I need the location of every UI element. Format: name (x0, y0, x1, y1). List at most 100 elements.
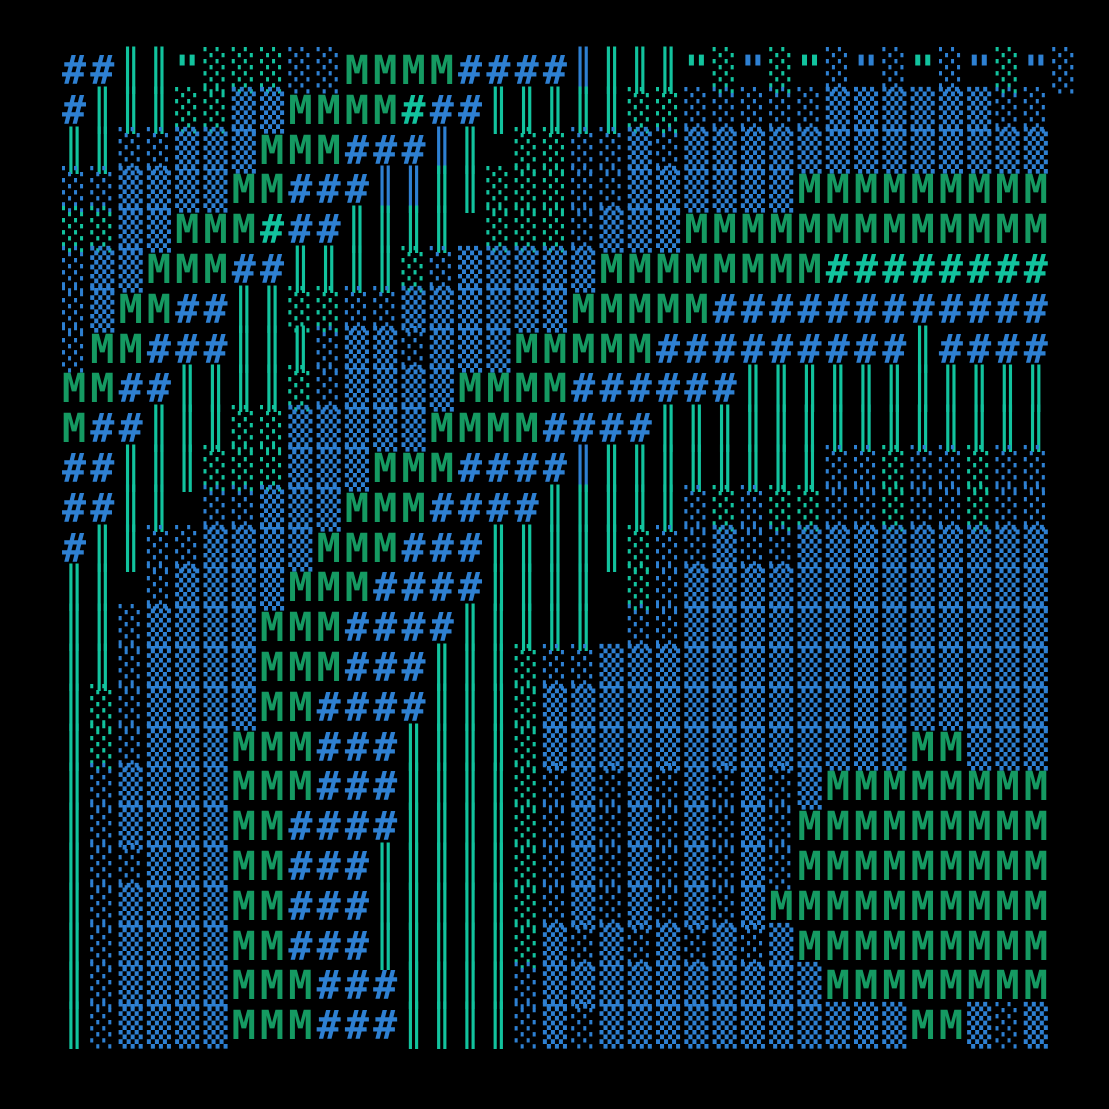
art-run-l: ░░ (203, 485, 261, 532)
art-run-l: ░ (62, 286, 91, 333)
art-run-h: ## (62, 48, 119, 94)
art-run-b: ║║║║║ (542, 485, 685, 532)
art-run-d: ▒ (740, 804, 770, 851)
art-run-d: ▒ (571, 843, 600, 890)
art-row: ║░▒▒▒▒MMM###║║║║░░▒░▒░▒░▒░▒MMMMMMMM (62, 767, 1080, 808)
art-run-l: ░ (967, 485, 996, 532)
art-run-d: ▒▒▒▒▒▒▒▒▒▒▒ (599, 1003, 911, 1050)
art-run-l: ░░ (571, 167, 628, 214)
art-run-l: ░ (514, 724, 543, 771)
art-run-l: ░░ (740, 525, 798, 572)
art-run-b: ║║║ (599, 48, 685, 94)
art-run-m: MMMMM (571, 286, 713, 333)
art-row: MM##║║║║░░▒▒▒▒MMMM######║║║║║║║║║║║ (62, 369, 1080, 410)
art-run-d: ▒▒▒ (967, 724, 1053, 771)
art-run-l: ░ (514, 804, 543, 851)
art-run-d: ▒▒▒▒ (118, 963, 232, 1010)
art-run-m: MMMM (458, 366, 572, 413)
art-run-q: " (797, 48, 826, 94)
art-run-l: ░░ (146, 525, 204, 572)
art-run-m: MMM (260, 644, 345, 691)
art-run-m: MMM (260, 127, 345, 174)
art-run-d: ▒ (797, 764, 826, 811)
art-run-l: ░░ (288, 48, 345, 94)
art-run-h: ### (288, 883, 374, 930)
art-run-d: ▒ (542, 1003, 572, 1050)
art-run-l: ░ (62, 246, 91, 293)
art-run-m: MMM (373, 445, 459, 492)
art-run-l: ░░ (769, 485, 826, 532)
art-run-b: ║║ (429, 167, 487, 214)
art-run-l: ░ (514, 923, 543, 970)
art-run-b: ║║║║ (401, 963, 515, 1010)
art-run-l: ░ (769, 764, 798, 811)
art-run-l: ░░░ (203, 445, 289, 492)
art-run-d: ▒▒▒▒ (175, 565, 289, 612)
art-run-m: MMMM (288, 87, 402, 134)
art-run-d: ▒ (769, 923, 798, 970)
art-run-b: ║ (910, 326, 939, 373)
art-run-d: ▒ (684, 843, 713, 890)
art-run-d: ▒▒▒▒▒▒▒▒▒▒▒▒▒ (684, 565, 1053, 612)
art-run-d: ▒▒▒ (175, 127, 261, 174)
art-run-h: ### (146, 326, 232, 373)
art-run-d: ▒ (684, 764, 713, 811)
art-run-d: ▒▒▒▒▒▒▒▒▒▒▒▒▒▒▒▒ (599, 644, 1052, 691)
art-run-b: ║║║ (429, 684, 515, 731)
art-run-l: ░ (882, 485, 911, 532)
art-run-l: ░ (967, 445, 996, 492)
art-row: ║░░▒▒▒MM###║║║║║░░▒░▒░▒░▒░MMMMMMMMM (62, 847, 1080, 888)
art-run-l: ░ (118, 684, 147, 731)
art-run-d: ▒ (740, 883, 770, 930)
art-row: ░░▒▒MMM###║║║║ ░░░░▒▒▒MMMMMMMMMMMMM (62, 210, 1080, 251)
art-run-d: ▒▒ (344, 326, 402, 373)
art-run-h: ## (231, 246, 289, 293)
art-run-b: ║║║║ (401, 804, 515, 851)
art-run-l: ░░ (910, 485, 968, 532)
art-run-b: ║ (458, 127, 487, 174)
art-run-m: MMMM (429, 406, 543, 453)
art-run-b: ║║║║ (288, 246, 402, 293)
art-run-d: ▒ (627, 127, 657, 174)
art-run-d: ▒ (627, 843, 657, 890)
art-row: ║║░▒▒▒▒MMM####║║║║║ ░░▒▒▒▒▒▒▒▒▒▒▒▒▒ (62, 608, 1080, 649)
art-run-l: ░ (740, 485, 770, 532)
art-run-l: ░░ (514, 127, 572, 174)
art-run-b: ║║║║║ (486, 525, 628, 572)
art-run-l: ░ (514, 963, 543, 1010)
art-run-d: ▒ (627, 883, 657, 930)
art-run-l: ░ (90, 1003, 119, 1050)
art-run-l: ░ (316, 326, 345, 373)
art-run-l: ░░ (344, 286, 402, 333)
art-run-d: ▒▒▒▒▒▒▒▒▒▒ (542, 963, 826, 1010)
art-run-d: ▒ (684, 883, 713, 930)
art-run-h: #### (344, 605, 459, 652)
art-run-m: MMM (231, 724, 317, 771)
art-row: ║░▒▒▒▒MMM###║║║║░▒░▒▒▒▒▒▒▒▒▒▒▒MM▒░▒ (62, 1006, 1080, 1047)
art-run-b: ║ (571, 445, 600, 492)
art-run-l: ░ (542, 843, 572, 890)
art-run-m: MMM (316, 525, 402, 572)
art-run-l: ░ (684, 923, 713, 970)
art-run-l: ░ (740, 923, 770, 970)
art-run-d: ▒▒▒▒ (118, 923, 232, 970)
art-row: #║║░░▒▒▒▒MMM###║║║║║░░░▒░░▒▒▒▒▒▒▒▒▒ (62, 529, 1080, 570)
art-run-h: #### (429, 485, 543, 532)
art-run-b: ║║║║║ (373, 883, 515, 930)
art-run-l: ░ (769, 843, 798, 890)
art-run-l: ░ (401, 246, 430, 293)
art-run-l: ░ (514, 644, 543, 691)
art-run-l: ░ (429, 246, 459, 293)
art-run-b: ║ (62, 883, 91, 930)
art-run-l: ░░ (825, 485, 883, 532)
art-run-h: ######### (656, 326, 911, 373)
art-run-b: ║ (62, 923, 91, 970)
art-run-h: ### (344, 644, 430, 691)
art-run-d: ▒ (571, 764, 600, 811)
art-run-m: MM (231, 883, 289, 930)
art-run-m: MM (118, 286, 176, 333)
art-run-b: ║║ (90, 525, 147, 572)
art-run-l: ░ (599, 804, 628, 851)
art-run-d: ▒ (656, 923, 685, 970)
